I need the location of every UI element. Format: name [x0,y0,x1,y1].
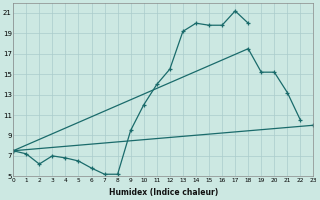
X-axis label: Humidex (Indice chaleur): Humidex (Indice chaleur) [109,188,218,197]
